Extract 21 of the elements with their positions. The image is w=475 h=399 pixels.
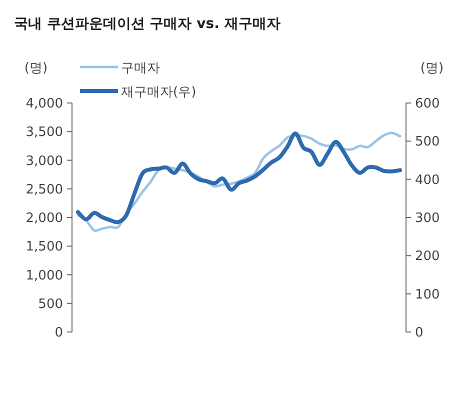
chart-title: 국내 쿠션파운데이션 구매자 vs. 재구매자 [14,16,280,32]
y2-tick-label: 300 [415,211,440,226]
y-axis-title: (명) [24,61,48,76]
y-tick-label: 1,500 [26,240,63,255]
legend-label: 구매자 [121,61,160,76]
y2-tick-label: 500 [415,134,440,150]
y2-tick-label: 600 [415,96,440,112]
y2-tick-label: 100 [415,287,440,302]
legend-label: 재구매자(우) [121,85,196,100]
y-tick-label: 1,000 [26,268,63,284]
y2-axis-title: (명) [420,61,444,76]
y-tick-label: 500 [38,296,63,312]
y-tick-label: 0 [54,326,63,340]
y-tick-label: 2,000 [26,211,63,226]
y2-tick-label: 400 [415,172,440,188]
y-tick-label: 4,000 [26,96,63,112]
y2-tick-label: 200 [415,249,440,264]
y-tick-label: 2,500 [26,182,63,198]
y-tick-label: 3,000 [26,154,63,169]
y2-tick-label: 0 [415,326,424,340]
y-tick-label: 3,500 [26,125,63,140]
